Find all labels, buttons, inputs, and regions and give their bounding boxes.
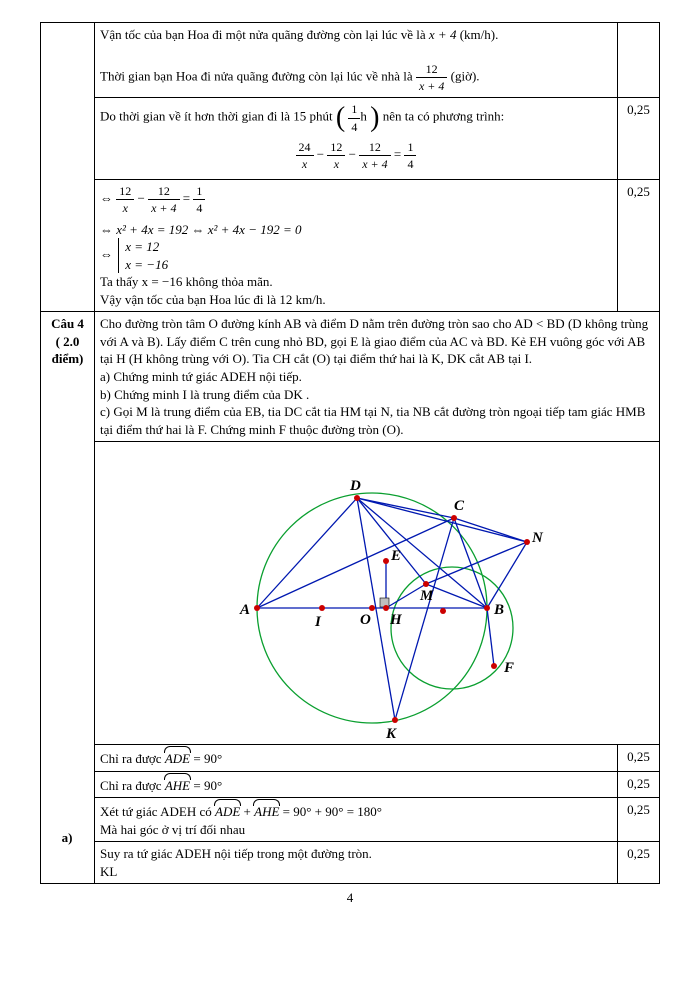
lbl-D: D: [349, 478, 361, 494]
a4: Suy ra tứ giác ADEH nội tiếp trong một đ…: [95, 842, 618, 884]
r1b-ifrac: 1 4: [348, 101, 360, 134]
q4-l3: điểm): [52, 351, 84, 366]
lbl-K: K: [385, 726, 397, 740]
lbl-A: A: [239, 602, 250, 618]
lbl-H: H: [389, 612, 403, 628]
q3-left: [41, 23, 95, 312]
r1c-l3: Ta thấy x = −16 không thỏa mãn.: [100, 273, 612, 291]
q4-left: Câu 4 ( 2.0 điểm): [41, 312, 95, 884]
lbl-M: M: [419, 588, 434, 604]
lbl-F: F: [503, 660, 514, 676]
paren-l: (: [336, 106, 345, 130]
a1-s: 0,25: [618, 745, 660, 772]
q4-p1: Cho đường tròn tâm O đường kính AB và đi…: [100, 315, 654, 368]
r1a-l1a: Vận tốc của bạn Hoa đi một nửa quãng đườ…: [100, 27, 429, 42]
r1c-l4: Vậy vận tốc của bạn Hoa lúc đi là 12 km/…: [100, 291, 612, 309]
part-a-label: a): [40, 830, 94, 846]
q4-l2: ( 2.0: [56, 334, 80, 349]
q4-pc: c) Gọi M là trung điểm của EB, tia DC cắ…: [100, 403, 654, 438]
arc-ahe: AHE: [165, 775, 190, 795]
lbl-B: B: [493, 602, 504, 618]
r1a-speed: x + 4: [429, 27, 457, 42]
lbl-E: E: [390, 548, 401, 564]
lbl-O: O: [360, 612, 371, 628]
r1b: Do thời gian về ít hơn thời gian đi là 1…: [95, 98, 618, 180]
r1c: ⇔ 12x − 12x + 4 = 14 ⇔ x² + 4x = 192 ⇔ x…: [95, 180, 618, 312]
a2: Chỉ ra được AHE = 90°: [95, 771, 618, 798]
q4-stmt: Cho đường tròn tâm O đường kính AB và đi…: [95, 312, 660, 442]
r1b-unit: h: [360, 109, 367, 124]
a1: Chỉ ra được ADE = 90°: [95, 745, 618, 772]
q4-figure-cell: A B C D E F H I K M N O: [95, 442, 660, 745]
r1a-l2a: Thời gian bạn Hoa đi nửa quãng đường còn…: [100, 69, 416, 84]
page-number: 4: [40, 890, 660, 906]
q4-pa: a) Chứng minh tứ giác ADEH nội tiếp.: [100, 368, 654, 386]
a2-s: 0,25: [618, 771, 660, 798]
lbl-I: I: [314, 614, 322, 630]
solution-table: Vận tốc của bạn Hoa đi một nửa quãng đườ…: [40, 22, 660, 884]
sol1: x = 12: [125, 239, 159, 254]
r1a-l2b: (giờ).: [451, 69, 480, 84]
r1b-sc: 0,25: [618, 98, 660, 180]
r1a: Vận tốc của bạn Hoa đi một nửa quãng đườ…: [95, 23, 618, 98]
sol2: x = −16: [125, 257, 168, 272]
r1c-sc: 0,25: [618, 180, 660, 312]
brk: x = 12 x = −16: [118, 238, 168, 273]
r1a-l1b: (km/h).: [460, 27, 499, 42]
a3: Xét tứ giác ADEH có ADE + AHE = 90° + 90…: [95, 798, 618, 842]
paren-r: ): [370, 106, 379, 130]
q4-pb: b) Chứng minh I là trung điểm của DK .: [100, 386, 654, 404]
r1b-l1a: Do thời gian về ít hơn thời gian đi là 1…: [100, 109, 336, 124]
q4-l1: Câu 4: [51, 316, 84, 331]
r1a-frac: 12 x + 4: [416, 61, 447, 94]
geometry-figure: A B C D E F H I K M N O: [162, 448, 592, 740]
a3-s: 0,25: [618, 798, 660, 842]
r1c-eq2: ⇔ x² + 4x = 192 ⇔ x² + 4x − 192 = 0: [100, 221, 612, 239]
r1b-l1b: nên ta có phương trình:: [383, 109, 505, 124]
arc-ade: ADE: [165, 748, 190, 768]
lbl-N: N: [531, 530, 544, 546]
r1b-eq: 24x − 12x − 12x + 4 = 14: [100, 139, 612, 172]
lbl-C: C: [454, 498, 465, 514]
a4-s: 0,25: [618, 842, 660, 884]
r1a-score: [618, 23, 660, 98]
